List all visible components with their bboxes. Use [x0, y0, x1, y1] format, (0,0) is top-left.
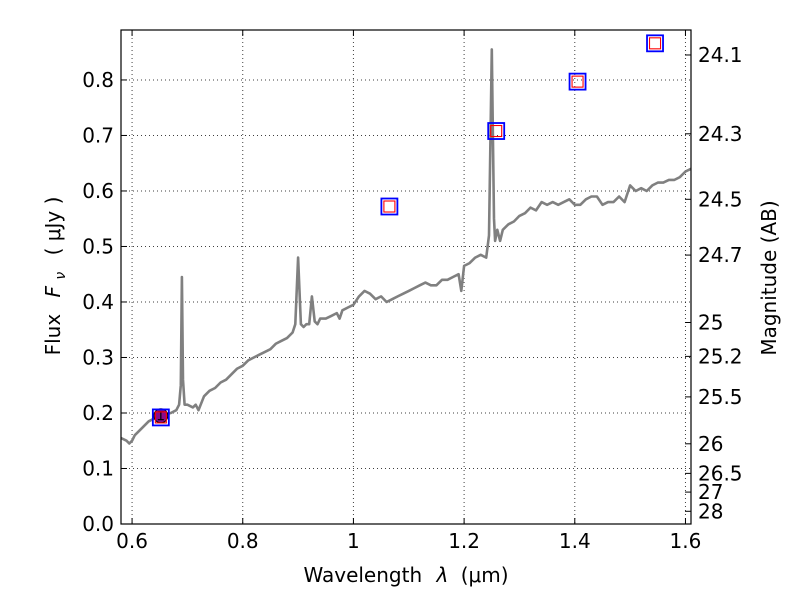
photometry-square-outer-1 — [380, 197, 399, 216]
photometry-square-outer-4 — [646, 34, 664, 53]
y-axis-title-symbol: F — [41, 285, 65, 297]
x-axis-title-unit: (μm) — [461, 563, 509, 587]
right-axis-title: Magnitude (AB) — [757, 200, 781, 355]
x-axis-ticks: 0.6 0.8 1 1.2 1.4 1.6 — [116, 30, 701, 553]
photometry-square-inner-1 — [383, 200, 396, 213]
x-tick-label-5: 1.6 — [670, 529, 702, 553]
right-tick-label-8: 26.5 — [698, 461, 743, 485]
y-axis-title-unit: ( μJy ) — [41, 197, 65, 256]
x-tick-label-2: 1 — [347, 529, 360, 553]
right-tick-label-2: 24.5 — [698, 187, 743, 211]
x-tick-label-0: 0.6 — [116, 529, 148, 553]
y-tick-label-6: 0.6 — [82, 179, 114, 203]
right-tick-label-6: 25.5 — [698, 385, 743, 409]
series-layer — [120, 48, 692, 445]
plot-frame — [120, 29, 692, 525]
series-line-0 — [120, 48, 692, 445]
right-tick-label-5: 25.2 — [698, 344, 743, 368]
photometry-square-outer-3 — [568, 72, 587, 91]
right-tick-label-1: 24.3 — [698, 122, 743, 146]
photometry-square-outer-0 — [151, 408, 170, 427]
y-axis-title-main: Flux — [41, 314, 65, 356]
grid — [121, 30, 691, 525]
y-tick-label-8: 0.8 — [82, 68, 114, 92]
y-tick-label-0: 0.0 — [82, 512, 114, 536]
y-tick-label-2: 0.2 — [82, 401, 114, 425]
x-tick-label-1: 0.8 — [227, 529, 259, 553]
y-tick-label-3: 0.3 — [82, 345, 114, 369]
x-axis-title-main: Wavelength — [303, 563, 422, 587]
x-axis-title: Wavelength λ (μm) — [303, 563, 508, 587]
y-axis-ticks: 0.0 0.1 0.2 0.3 0.4 0.5 0.6 0.7 0.8 — [82, 68, 127, 536]
right-tick-label-0: 24.1 — [698, 43, 743, 67]
y-axis-title: Flux F ν ( μJy ) — [41, 197, 70, 356]
photometry-square-inner-0 — [154, 411, 167, 424]
photometry-square-inner-4 — [648, 37, 662, 50]
y-axis-title-subscript: ν — [53, 272, 69, 280]
x-axis-title-lambda: λ — [436, 563, 449, 587]
right-tick-label-9: 27 — [698, 480, 723, 504]
right-tick-label-10: 28 — [698, 499, 723, 523]
right-tick-label-3: 24.7 — [698, 243, 743, 267]
photometry-square-inner-2 — [490, 124, 503, 138]
y-tick-label-5: 0.5 — [82, 234, 114, 258]
photometry-square-outer-2 — [487, 122, 506, 140]
y-tick-label-1: 0.1 — [82, 456, 114, 480]
marker-layer — [151, 34, 664, 427]
right-tick-label-7: 26 — [698, 432, 723, 456]
y-tick-label-7: 0.7 — [82, 123, 114, 147]
x-tick-label-3: 1.2 — [448, 529, 480, 553]
x-tick-label-4: 1.4 — [559, 529, 591, 553]
right-tick-label-4: 25 — [698, 311, 723, 335]
y-tick-label-4: 0.4 — [82, 290, 114, 314]
photometry-square-inner-3 — [571, 75, 584, 88]
